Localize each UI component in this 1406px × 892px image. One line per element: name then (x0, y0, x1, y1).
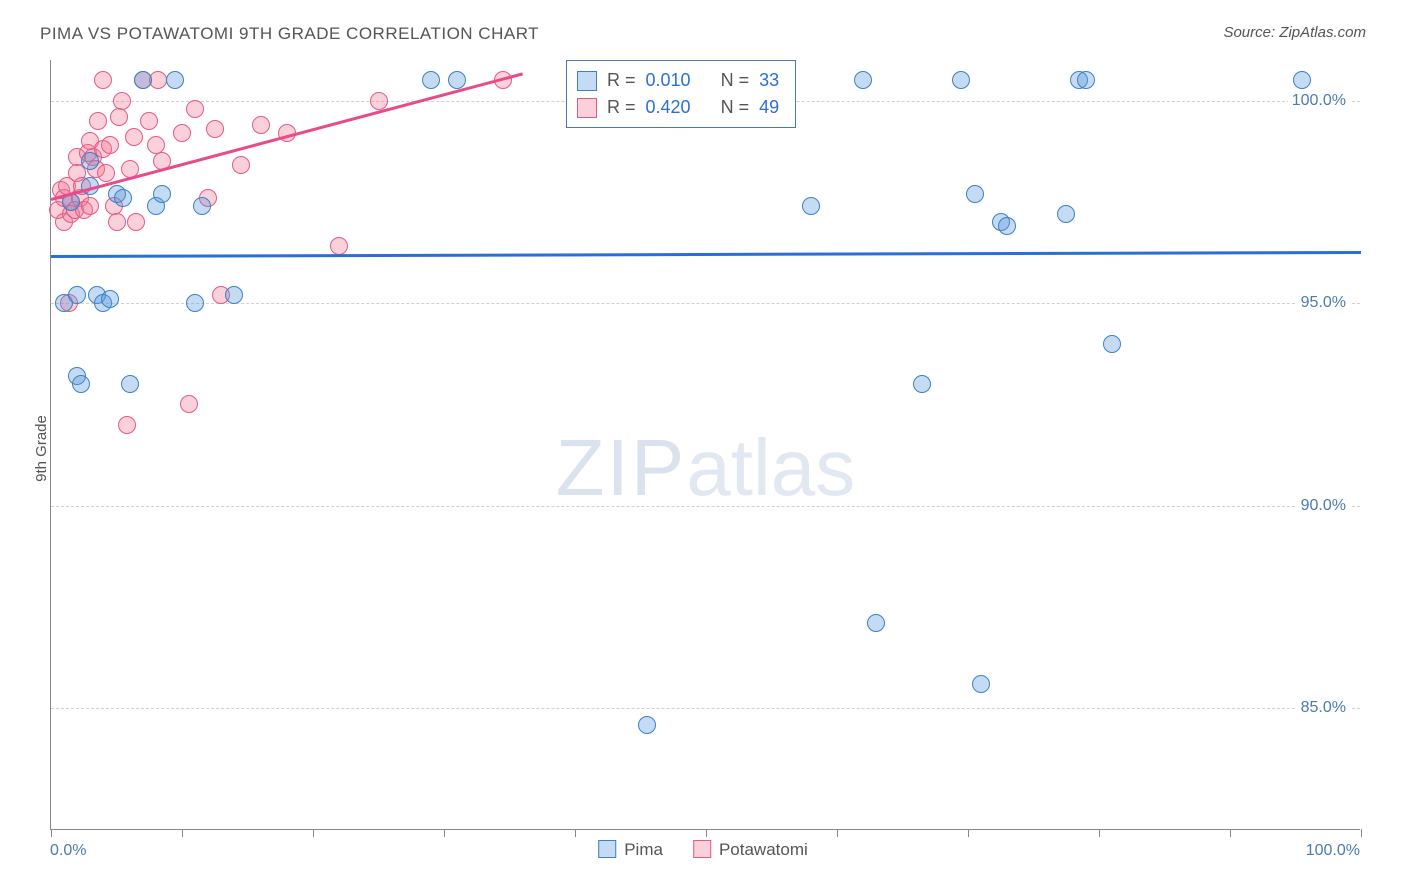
x-tick (182, 829, 183, 837)
y-tick-label: 100.0% (1288, 92, 1350, 110)
pima-point (1057, 205, 1075, 223)
pima-point (998, 217, 1016, 235)
x-tick (706, 829, 707, 837)
pima-point (1077, 71, 1095, 89)
x-tick (1230, 829, 1231, 837)
potawatomi-point (252, 116, 270, 134)
pima-point (972, 675, 990, 693)
pima-point (1103, 335, 1121, 353)
pima-point (867, 614, 885, 632)
n-value-potawatomi: 49 (759, 94, 779, 121)
pima-point (134, 71, 152, 89)
source-attribution: Source: ZipAtlas.com (1223, 24, 1366, 41)
pima-point (68, 286, 86, 304)
pima-point (193, 197, 211, 215)
potawatomi-point (110, 108, 128, 126)
pima-point (72, 375, 90, 393)
x-tick (575, 829, 576, 837)
potawatomi-legend-swatch-icon (693, 840, 711, 858)
y-tick-label: 95.0% (1297, 294, 1350, 312)
potawatomi-point (89, 112, 107, 130)
x-tick (51, 829, 52, 837)
x-tick (1099, 829, 1100, 837)
potawatomi-point (186, 100, 204, 118)
pima-trendline (51, 250, 1361, 257)
stats-row-potawatomi: R = 0.420 N = 49 (577, 94, 779, 121)
n-label: N = (721, 94, 750, 121)
n-value-pima: 33 (759, 67, 779, 94)
potawatomi-point (101, 136, 119, 154)
pima-point (114, 189, 132, 207)
potawatomi-point (370, 92, 388, 110)
pima-legend-swatch-icon (598, 840, 616, 858)
n-label: N = (721, 67, 750, 94)
pima-point (1293, 71, 1311, 89)
r-value-potawatomi: 0.420 (646, 94, 691, 121)
pima-point (422, 71, 440, 89)
x-tick (837, 829, 838, 837)
potawatomi-point (127, 213, 145, 231)
pima-point (802, 197, 820, 215)
x-tick (444, 829, 445, 837)
correlation-stats-box: R = 0.010 N = 33 R = 0.420 N = 49 (566, 60, 796, 128)
potawatomi-swatch-icon (577, 98, 597, 118)
potawatomi-point (108, 213, 126, 231)
r-label: R = (607, 94, 636, 121)
legend-label-potawatomi: Potawatomi (719, 840, 808, 859)
potawatomi-point (94, 71, 112, 89)
pima-point (186, 294, 204, 312)
r-label: R = (607, 67, 636, 94)
pima-point (638, 716, 656, 734)
pima-swatch-icon (577, 71, 597, 91)
pima-point (153, 185, 171, 203)
potawatomi-point (232, 156, 250, 174)
gridline (51, 708, 1360, 709)
gridline (51, 506, 1360, 507)
potawatomi-point (113, 92, 131, 110)
x-tick (968, 829, 969, 837)
plot-area: ZIPatlas 85.0% 90.0% 95.0% 100.0% R = 0.010… (50, 60, 1360, 830)
y-tick-label: 85.0% (1297, 699, 1350, 717)
watermark-atlas: atlas (686, 423, 855, 512)
pima-point (121, 375, 139, 393)
potawatomi-point (81, 197, 99, 215)
legend-item-potawatomi: Potawatomi (693, 840, 808, 860)
potawatomi-point (173, 124, 191, 142)
r-value-pima: 0.010 (646, 67, 691, 94)
pima-point (952, 71, 970, 89)
pima-point (81, 152, 99, 170)
chart-title: PIMA VS POTAWATOMI 9TH GRADE CORRELATION… (40, 24, 539, 44)
potawatomi-point (140, 112, 158, 130)
potawatomi-point (180, 395, 198, 413)
legend-label-pima: Pima (624, 840, 663, 859)
potawatomi-point (125, 128, 143, 146)
legend-item-pima: Pima (598, 840, 663, 860)
gridline (51, 303, 1360, 304)
x-tick (1361, 829, 1362, 837)
series-legend: Pima Potawatomi (598, 840, 808, 860)
y-axis-title: 9th Grade (33, 415, 50, 482)
pima-point (913, 375, 931, 393)
stats-row-pima: R = 0.010 N = 33 (577, 67, 779, 94)
potawatomi-point (118, 416, 136, 434)
pima-point (854, 71, 872, 89)
pima-point (101, 290, 119, 308)
y-tick-label: 90.0% (1297, 497, 1350, 515)
pima-point (225, 286, 243, 304)
x-axis-min-label: 0.0% (50, 842, 86, 860)
potawatomi-point (97, 164, 115, 182)
potawatomi-point (149, 71, 167, 89)
pima-point (966, 185, 984, 203)
watermark-zip: ZIP (556, 423, 686, 512)
pima-point (448, 71, 466, 89)
x-axis-max-label: 100.0% (1306, 842, 1360, 860)
potawatomi-point (206, 120, 224, 138)
x-tick (313, 829, 314, 837)
watermark: ZIPatlas (556, 422, 855, 514)
pima-point (166, 71, 184, 89)
potawatomi-point (330, 237, 348, 255)
